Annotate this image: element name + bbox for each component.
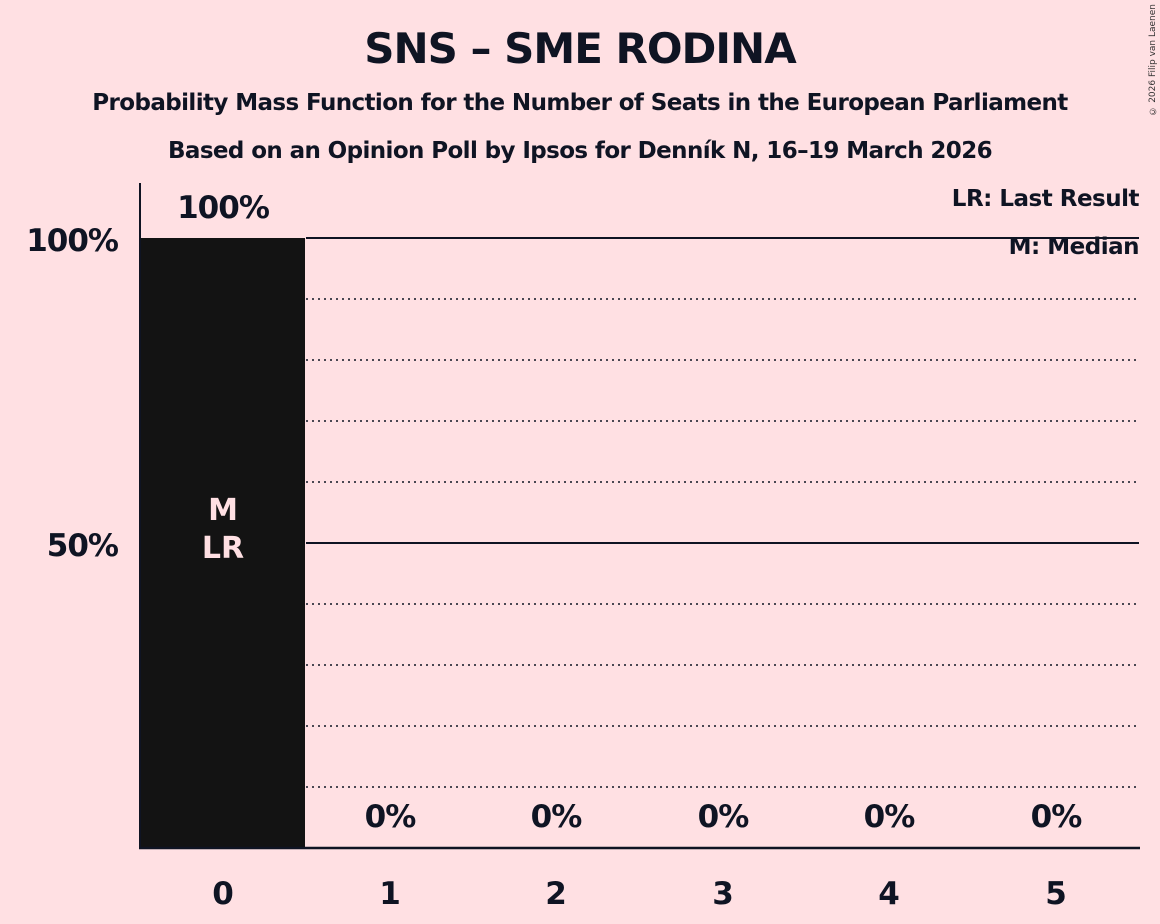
bar-label-2: 0%	[531, 799, 583, 835]
chart-title: SNS – SME RODINA	[364, 24, 796, 73]
chart-source: Based on an Opinion Poll by Ipsos for De…	[167, 138, 993, 164]
bar-0-seats	[140, 238, 305, 848]
solid-gridlines	[306, 237, 1139, 544]
last-result-marker: LR	[202, 531, 244, 566]
x-tick-3: 3	[712, 876, 734, 912]
dotted-gridlines	[306, 298, 1139, 788]
bar-label-1: 0%	[365, 799, 417, 835]
x-tick-1: 1	[379, 876, 401, 912]
bar-label-3: 0%	[698, 799, 750, 835]
y-tick-100: 100%	[26, 223, 119, 259]
bar-label-0: 100%	[177, 190, 270, 226]
bar-label-5: 0%	[1031, 799, 1083, 835]
bar-label-4: 0%	[864, 799, 916, 835]
legend-median: M: Median	[1008, 234, 1140, 260]
x-tick-4: 4	[878, 876, 900, 912]
chart-subtitle: Probability Mass Function for the Number…	[92, 90, 1068, 116]
x-tick-5: 5	[1045, 876, 1067, 912]
x-tick-2: 2	[545, 876, 567, 912]
y-tick-50: 50%	[47, 528, 119, 564]
median-marker: M	[208, 493, 238, 528]
legend-last-result: LR: Last Result	[951, 186, 1140, 212]
x-tick-0: 0	[212, 876, 234, 912]
